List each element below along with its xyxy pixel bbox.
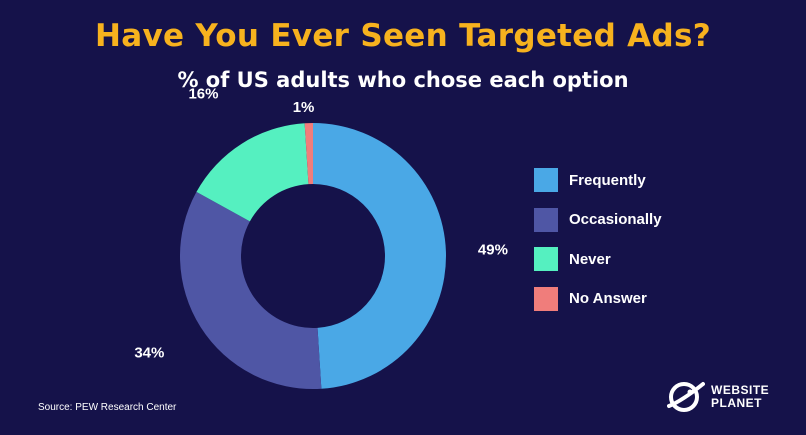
- legend-item-no-answer: No Answer: [534, 286, 662, 311]
- value-label-frequently: 49%: [478, 241, 508, 258]
- legend-item-never: Never: [534, 247, 662, 271]
- legend-item-frequently: Frequently: [534, 168, 662, 192]
- website-planet-logo: WEBSITE PLANET: [667, 380, 769, 414]
- legend-swatch-no-answer: [534, 286, 558, 311]
- slice-occasionally: [180, 191, 322, 389]
- chart-title: Have You Ever Seen Targeted Ads?: [95, 18, 711, 54]
- legend-label-never: Never: [569, 250, 611, 268]
- source-note: Source: PEW Research Center: [38, 402, 177, 413]
- legend-swatch-never: [534, 247, 558, 271]
- slice-never: [196, 123, 309, 222]
- logo-line-1: WEBSITE: [711, 383, 770, 397]
- legend-swatch-occasionally: [534, 207, 558, 232]
- legend-label-occasionally: Occasionally: [569, 211, 662, 228]
- legend: Frequently Occasionally Never No Answer: [534, 168, 662, 326]
- logo-line-2: PLANET: [711, 396, 762, 410]
- slice-no-answer: [304, 123, 313, 185]
- legend-label-no-answer: No Answer: [569, 290, 647, 307]
- legend-item-occasionally: Occasionally: [534, 207, 662, 232]
- legend-label-frequently: Frequently: [569, 171, 646, 189]
- value-label-no-answer: 1%: [293, 99, 315, 116]
- legend-swatch-frequently: [534, 168, 558, 192]
- planet-icon: [667, 382, 705, 412]
- chart-subtitle: % of US adults who chose each option: [177, 68, 629, 92]
- value-label-occasionally: 34%: [134, 344, 164, 361]
- slice-frequently: [313, 123, 446, 389]
- value-label-never: 16%: [188, 85, 218, 102]
